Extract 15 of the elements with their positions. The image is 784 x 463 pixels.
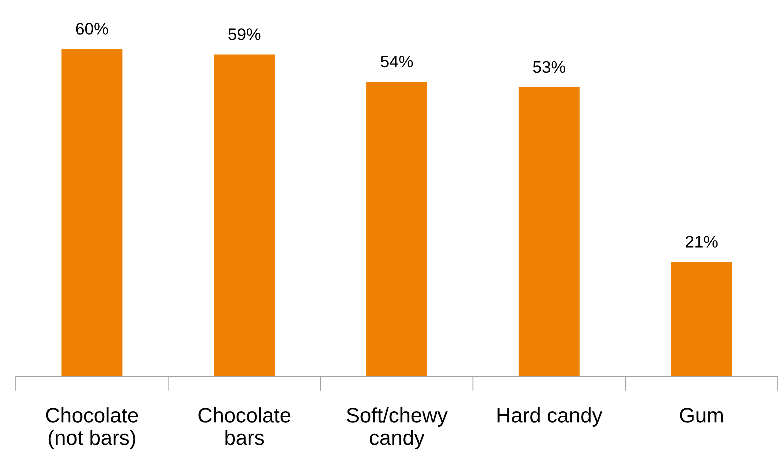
data-label: 21% — [686, 236, 718, 248]
bar — [214, 54, 276, 377]
data-label: 53% — [533, 61, 566, 74]
bar — [62, 49, 123, 377]
x-tick-label: Hard candy — [498, 408, 603, 427]
data-label: 54% — [380, 56, 414, 68]
x-tick-label: Chocolate (not bars) — [46, 408, 138, 450]
bar — [366, 82, 428, 377]
x-tick-label: Chocolate bars — [198, 408, 291, 446]
data-label: 59% — [228, 28, 261, 40]
x-tick-label: Gum — [680, 408, 723, 423]
x-tick-label: Soft/chewy candy — [347, 408, 448, 450]
bar — [518, 88, 580, 377]
data-label: 60% — [76, 23, 108, 35]
bar — [671, 262, 732, 377]
